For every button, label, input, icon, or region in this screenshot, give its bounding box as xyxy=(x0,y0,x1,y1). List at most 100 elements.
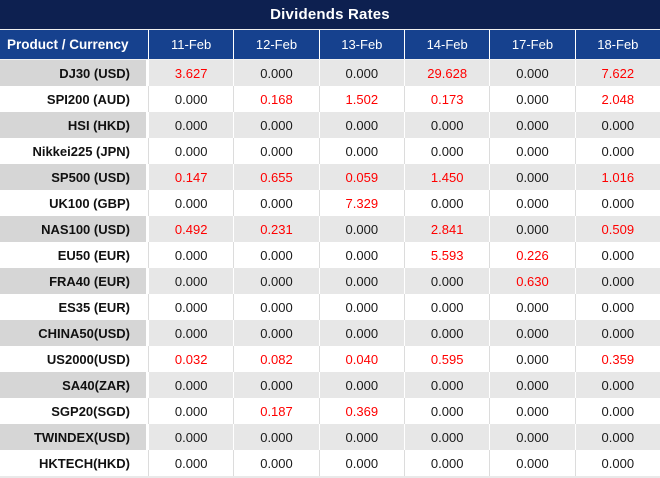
value-cell: 0.187 xyxy=(233,398,319,424)
value-cell: 0.000 xyxy=(574,424,660,450)
value-cell: 0.000 xyxy=(404,424,490,450)
value-cell: 0.000 xyxy=(318,372,404,398)
value-cell: 0.000 xyxy=(404,294,490,320)
value-cell: 0.000 xyxy=(318,60,404,86)
value-cell: 0.000 xyxy=(574,138,660,164)
product-cell: DJ30 (USD) xyxy=(0,60,148,86)
value-cell: 0.000 xyxy=(489,164,575,190)
value-cell: 0.000 xyxy=(574,268,660,294)
value-cell: 0.000 xyxy=(404,138,490,164)
table-row: NAS100 (USD) 0.492 0.231 0.000 2.841 0.000 0.5… xyxy=(0,216,660,242)
value-cell: 0.000 xyxy=(404,372,490,398)
value-cell: 0.655 xyxy=(233,164,319,190)
value-cell: 0.000 xyxy=(148,424,234,450)
value-cell: 0.231 xyxy=(233,216,319,242)
value-cell: 0.000 xyxy=(489,398,575,424)
value-cell: 1.502 xyxy=(318,86,404,112)
value-cell: 0.492 xyxy=(148,216,234,242)
value-cell: 0.168 xyxy=(233,86,319,112)
product-cell: US2000(USD) xyxy=(0,346,148,372)
product-cell: SPI200 (AUD) xyxy=(0,86,148,112)
product-cell: HKTECH(HKD) xyxy=(0,450,148,476)
value-cell: 0.000 xyxy=(318,242,404,268)
table-row: EU50 (EUR) 0.000 0.000 0.000 5.593 0.226 0.000 xyxy=(0,242,660,268)
value-cell: 0.000 xyxy=(148,294,234,320)
value-cell: 0.000 xyxy=(489,190,575,216)
column-header-11-feb: 11-Feb xyxy=(148,30,233,59)
value-cell: 3.627 xyxy=(148,60,234,86)
value-cell: 0.000 xyxy=(233,112,319,138)
product-cell: FRA40 (EUR) xyxy=(0,268,148,294)
product-cell: SGP20(SGD) xyxy=(0,398,148,424)
value-cell: 0.000 xyxy=(489,372,575,398)
value-cell: 0.000 xyxy=(233,424,319,450)
table-row: FRA40 (EUR) 0.000 0.000 0.000 0.000 0.630 0.00… xyxy=(0,268,660,294)
value-cell: 0.000 xyxy=(318,268,404,294)
value-cell: 0.000 xyxy=(489,86,575,112)
product-cell: ES35 (EUR) xyxy=(0,294,148,320)
value-cell: 0.059 xyxy=(318,164,404,190)
value-cell: 0.000 xyxy=(574,190,660,216)
value-cell: 0.000 xyxy=(574,112,660,138)
value-cell: 0.000 xyxy=(318,450,404,476)
table-row: UK100 (GBP) 0.000 0.000 7.329 0.000 0.000 0.00… xyxy=(0,190,660,216)
value-cell: 0.595 xyxy=(404,346,490,372)
column-header-18-feb: 18-Feb xyxy=(574,30,660,59)
value-cell: 0.000 xyxy=(233,138,319,164)
value-cell: 0.000 xyxy=(148,242,234,268)
value-cell: 0.226 xyxy=(489,242,575,268)
value-cell: 0.000 xyxy=(489,320,575,346)
value-cell: 0.000 xyxy=(574,294,660,320)
value-cell: 0.000 xyxy=(574,320,660,346)
value-cell: 0.147 xyxy=(148,164,234,190)
value-cell: 2.048 xyxy=(574,86,660,112)
value-cell: 0.000 xyxy=(233,294,319,320)
value-cell: 29.628 xyxy=(404,60,490,86)
value-cell: 0.000 xyxy=(318,320,404,346)
value-cell: 0.000 xyxy=(489,60,575,86)
value-cell: 1.016 xyxy=(574,164,660,190)
value-cell: 0.000 xyxy=(318,112,404,138)
value-cell: 0.630 xyxy=(489,268,575,294)
column-header-13-feb: 13-Feb xyxy=(318,30,404,59)
value-cell: 0.000 xyxy=(148,450,234,476)
value-cell: 0.040 xyxy=(318,346,404,372)
value-cell: 5.593 xyxy=(404,242,490,268)
value-cell: 0.509 xyxy=(574,216,660,242)
table-row: CHINA50(USD) 0.000 0.000 0.000 0.000 0.000 0.0… xyxy=(0,320,660,346)
value-cell: 0.000 xyxy=(489,112,575,138)
value-cell: 0.000 xyxy=(148,398,234,424)
value-cell: 0.000 xyxy=(148,268,234,294)
value-cell: 0.000 xyxy=(148,320,234,346)
value-cell: 0.000 xyxy=(489,450,575,476)
table-row: HKTECH(HKD) 0.000 0.000 0.000 0.000 0.000 0.00… xyxy=(0,450,660,476)
table-row: ES35 (EUR) 0.000 0.000 0.000 0.000 0.000 0.000 xyxy=(0,294,660,320)
product-cell: UK100 (GBP) xyxy=(0,190,148,216)
value-cell: 0.000 xyxy=(233,190,319,216)
value-cell: 0.000 xyxy=(574,450,660,476)
table-body: DJ30 (USD) 3.627 0.000 0.000 29.628 0.000 7.62… xyxy=(0,60,660,476)
table-row: SGP20(SGD) 0.000 0.187 0.369 0.000 0.000 0.000 xyxy=(0,398,660,424)
value-cell: 0.000 xyxy=(404,450,490,476)
value-cell: 0.000 xyxy=(233,242,319,268)
value-cell: 0.359 xyxy=(574,346,660,372)
value-cell: 0.082 xyxy=(233,346,319,372)
product-cell: HSI (HKD) xyxy=(0,112,148,138)
table-row: SP500 (USD) 0.147 0.655 0.059 1.450 0.000 1.01… xyxy=(0,164,660,190)
table-title-bar: Dividends Rates xyxy=(0,0,660,29)
value-cell: 0.000 xyxy=(233,268,319,294)
table-row: SA40(ZAR) 0.000 0.000 0.000 0.000 0.000 0.000 xyxy=(0,372,660,398)
value-cell: 2.841 xyxy=(404,216,490,242)
product-cell: TWINDEX(USD) xyxy=(0,424,148,450)
table-row: HSI (HKD) 0.000 0.000 0.000 0.000 0.000 0.000 xyxy=(0,112,660,138)
value-cell: 0.000 xyxy=(489,138,575,164)
table-row: SPI200 (AUD) 0.000 0.168 1.502 0.173 0.000 2.0… xyxy=(0,86,660,112)
value-cell: 0.000 xyxy=(148,112,234,138)
column-header-17-feb: 17-Feb xyxy=(489,30,574,59)
value-cell: 0.000 xyxy=(318,216,404,242)
column-header-14-feb: 14-Feb xyxy=(404,30,489,59)
table-title: Dividends Rates xyxy=(270,6,390,23)
value-cell: 0.000 xyxy=(233,372,319,398)
value-cell: 0.000 xyxy=(404,112,490,138)
